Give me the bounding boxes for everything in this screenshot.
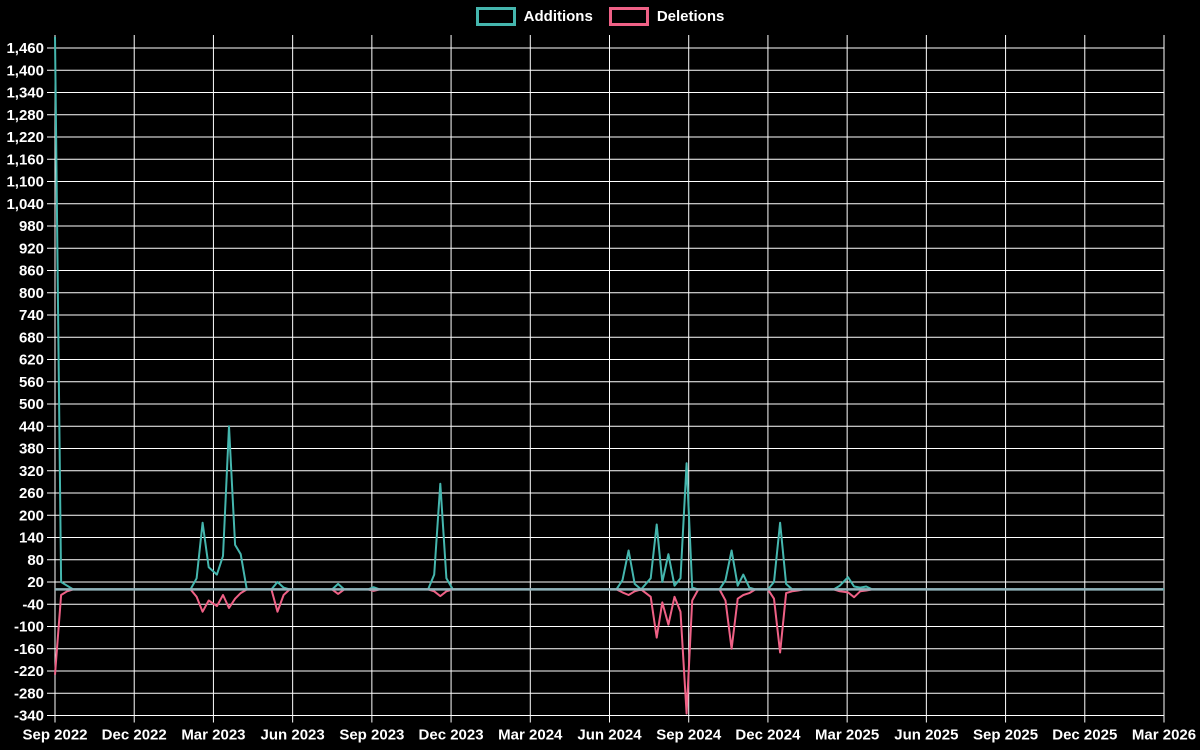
x-axis-tick-label: Dec 2022 — [102, 727, 167, 744]
chart-legend: Additions Deletions — [0, 7, 1200, 26]
y-axis-tick-label: -220 — [14, 663, 44, 680]
axis-labels: 1,460 1,400 1,340 1,280 1,220 1,160 1,100 1,040… — [6, 40, 1196, 744]
y-axis-tick-label: -160 — [14, 641, 44, 658]
legend-swatch-additions — [475, 7, 516, 26]
y-axis-tick-label: 500 — [19, 396, 44, 413]
y-axis-tick-label: 980 — [19, 218, 44, 235]
x-axis-tick-label: Sep 2025 — [973, 727, 1038, 744]
x-axis-tick-label: Jun 2024 — [577, 727, 642, 744]
y-axis-tick-label: -280 — [14, 685, 44, 702]
y-axis-tick-label: 320 — [19, 463, 44, 480]
x-axis-tick-label: Mar 2023 — [181, 727, 245, 744]
y-axis-tick-label: 1,400 — [6, 62, 44, 79]
x-axis-tick-label: Dec 2025 — [1052, 727, 1117, 744]
y-axis-tick-label: 680 — [19, 329, 44, 346]
y-axis-tick-label: 380 — [19, 441, 44, 458]
additions-line — [54, 36, 1164, 591]
legend-item-deletions[interactable]: Deletions — [608, 7, 725, 26]
y-axis-tick-label: 80 — [27, 552, 44, 569]
x-axis-tick-label: Dec 2023 — [419, 727, 484, 744]
y-axis-tick-label: 140 — [19, 530, 44, 547]
y-axis-tick-label: 1,160 — [6, 151, 44, 168]
y-axis-tick-label: 200 — [19, 507, 44, 524]
y-axis-tick-label: 1,280 — [6, 107, 44, 124]
y-axis-tick-label: 260 — [19, 485, 44, 502]
legend-label-additions: Additions — [523, 8, 593, 25]
x-axis-tick-label: Jun 2023 — [261, 727, 325, 744]
y-axis-tick-label: 860 — [19, 263, 44, 280]
y-axis-tick-label: 1,460 — [6, 40, 44, 57]
y-axis-tick-label: 740 — [19, 307, 44, 324]
x-axis-tick-label: Mar 2025 — [815, 727, 879, 744]
x-axis-tick-label: Mar 2026 — [1132, 727, 1196, 744]
deletions-line — [54, 588, 1164, 715]
y-axis-tick-label: 440 — [19, 418, 44, 435]
y-axis-tick-label: 1,220 — [6, 129, 44, 146]
y-axis-tick-label: 620 — [19, 352, 44, 369]
y-axis-tick-label: 20 — [27, 574, 44, 591]
y-axis-tick-label: 1,040 — [6, 196, 44, 213]
y-axis-tick-label: -340 — [14, 708, 44, 725]
y-axis-tick-label: 920 — [19, 240, 44, 257]
y-axis-tick-label: 560 — [19, 374, 44, 391]
x-axis-tick-label: Jun 2025 — [894, 727, 958, 744]
y-axis-tick-label: 1,340 — [6, 85, 44, 102]
legend-swatch-deletions — [608, 7, 649, 26]
y-axis-tick-label: 800 — [19, 285, 44, 302]
x-axis-tick-label: Sep 2023 — [339, 727, 404, 744]
x-axis-tick-label: Mar 2024 — [498, 727, 563, 744]
x-axis-tick-label: Dec 2024 — [735, 727, 801, 744]
legend-label-deletions: Deletions — [656, 8, 725, 25]
x-axis-tick-label: Sep 2022 — [22, 727, 87, 744]
y-axis-tick-label: -100 — [14, 619, 44, 636]
x-axis-tick-label: Sep 2024 — [656, 727, 722, 744]
y-axis-tick-label: 1,100 — [6, 174, 44, 191]
grid-lines — [47, 35, 1165, 723]
y-axis-tick-label: -40 — [22, 596, 44, 613]
legend-item-additions[interactable]: Additions — [475, 7, 593, 26]
